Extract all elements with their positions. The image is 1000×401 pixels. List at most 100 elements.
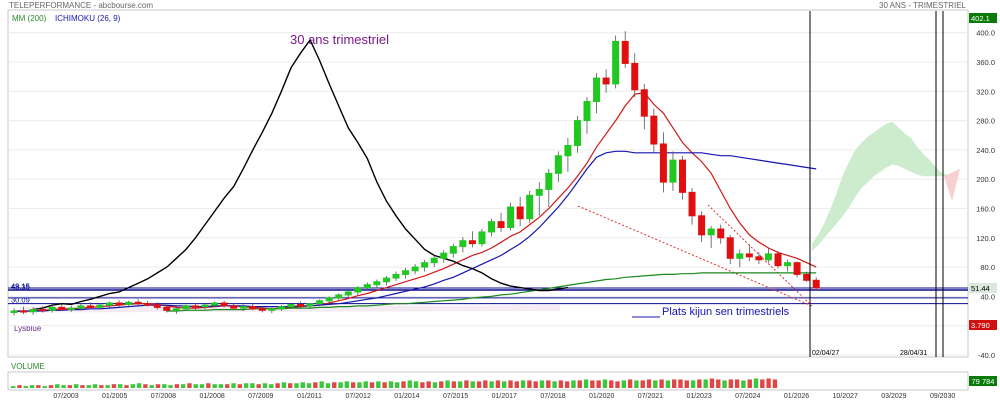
- price-badge-label: 51.44: [971, 284, 990, 293]
- price-badge-label: 402.1: [971, 14, 990, 23]
- candle-up: [669, 159, 677, 183]
- candle-down: [774, 253, 782, 267]
- volume-bar: [11, 386, 16, 388]
- volume-bar: [243, 383, 249, 388]
- volume-bar: [174, 384, 180, 388]
- candle-up: [106, 302, 113, 306]
- price-badges: 402.1 51.44 3.790: [969, 13, 997, 330]
- x-tick-label: 07/2018: [540, 393, 565, 400]
- volume-bar: [760, 379, 765, 388]
- chart-annotation-title: 30 ans trimestriel: [290, 32, 389, 47]
- volume-bar: [218, 384, 224, 388]
- volume-bar: [225, 384, 230, 388]
- volume-bar: [206, 383, 211, 388]
- annotation-plats-kijun: Plats kijun sen trimestriels: [662, 306, 790, 318]
- price-badge-label: 3.790: [971, 321, 990, 330]
- volume-bar: [590, 380, 595, 388]
- x-tick-label: 03/2029: [881, 393, 906, 400]
- x-tick-label: 07/2008: [151, 393, 176, 400]
- x-tick-label: 07/2021: [638, 393, 663, 400]
- y-tick-label: 160.0: [976, 204, 995, 213]
- volume-bar: [363, 381, 368, 388]
- volume-bar: [287, 383, 293, 388]
- candle-up: [507, 206, 515, 229]
- candle-down: [793, 262, 801, 275]
- y-tick-label: 400.0: [976, 29, 995, 38]
- candle-down: [745, 253, 753, 258]
- candle-down: [640, 89, 648, 117]
- y-tick-label: 40.0: [980, 292, 995, 301]
- volume-bar: [369, 382, 375, 388]
- volume-bar: [193, 384, 198, 388]
- candle-down: [679, 159, 686, 193]
- candle-down: [755, 256, 763, 261]
- volume-bar: [476, 381, 482, 388]
- volume-bar: [332, 382, 337, 388]
- candle-up: [784, 262, 792, 267]
- volume-bar: [722, 380, 727, 388]
- volume-bar: [564, 381, 570, 388]
- x-tick-label: 01/2008: [199, 393, 224, 400]
- volume-bar: [728, 379, 734, 388]
- candle-down: [220, 302, 228, 307]
- candle-up: [172, 308, 180, 311]
- volume-bar: [130, 384, 136, 388]
- candle-down: [650, 115, 658, 145]
- volume-bar: [709, 378, 715, 388]
- candle-up: [707, 228, 715, 236]
- volume-bar: [73, 384, 79, 388]
- candle-down: [717, 228, 725, 239]
- volume-bar: [634, 380, 639, 388]
- volume-bar: [36, 385, 41, 388]
- volume-bar: [281, 382, 287, 388]
- volume-bar: [646, 379, 652, 388]
- x-tick-label: 07/2024: [735, 393, 760, 400]
- volume-bar: [697, 379, 702, 388]
- volume-bar: [23, 386, 28, 388]
- candle-down: [297, 303, 304, 307]
- series-line-tenkan: [13, 92, 817, 313]
- volume-bar: [703, 379, 708, 388]
- volume-bar: [609, 380, 614, 388]
- candle-up: [554, 155, 562, 174]
- y-tick-label: 360.0: [976, 58, 995, 67]
- candle-up: [239, 306, 247, 309]
- candle-up: [211, 302, 219, 306]
- volume-bar: [300, 382, 305, 388]
- price-axis: 400.0 360.0 320.0 280.0 240.0 200.0 160.0 120.0…: [976, 29, 995, 360]
- candle-down: [153, 304, 161, 308]
- candle-up: [277, 306, 285, 310]
- volume-bar: [671, 379, 677, 388]
- candle-down: [249, 306, 257, 310]
- volume-bar: [105, 385, 110, 388]
- time-axis: 07/2003 01/2005 07/2008 01/2008 07/2009 01/20…: [53, 393, 955, 400]
- volume-last-badge: [969, 376, 997, 386]
- candle-up: [373, 281, 381, 286]
- candle-up: [29, 309, 37, 313]
- candle-down: [602, 77, 610, 85]
- volume-bar: [325, 383, 331, 388]
- volume-bar: [420, 382, 425, 388]
- candle-up: [488, 221, 495, 233]
- volume-bar: [483, 380, 488, 388]
- x-tick-label: 07/2003: [53, 393, 78, 400]
- volume-bar: [552, 381, 557, 388]
- candle-down: [191, 305, 199, 308]
- volume-bar: [716, 379, 721, 388]
- volume-bar: [451, 381, 457, 388]
- volume-last-value: 79 784: [972, 377, 995, 386]
- candle-up: [77, 305, 85, 309]
- x-tick-label: 01/2005: [102, 393, 127, 400]
- candle-up: [430, 257, 438, 264]
- volume-bar: [413, 381, 419, 388]
- volume-bar: [67, 385, 73, 388]
- volume-bar: [136, 383, 142, 388]
- volume-bar: [747, 379, 752, 388]
- volume-bar: [168, 385, 173, 388]
- candle-up: [526, 194, 534, 220]
- volume-bar: [92, 384, 98, 388]
- candle-down: [688, 191, 696, 217]
- volume-bar: [571, 380, 576, 388]
- volume-bar: [665, 380, 671, 388]
- volume-bar: [269, 384, 274, 388]
